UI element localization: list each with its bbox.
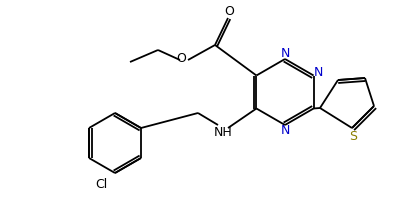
Text: N: N — [280, 46, 290, 59]
Text: N: N — [280, 125, 290, 138]
Text: O: O — [176, 51, 186, 64]
Text: NH: NH — [214, 126, 232, 139]
Text: N: N — [314, 66, 323, 79]
Text: S: S — [349, 130, 357, 143]
Text: O: O — [224, 5, 234, 18]
Text: Cl: Cl — [95, 178, 107, 191]
